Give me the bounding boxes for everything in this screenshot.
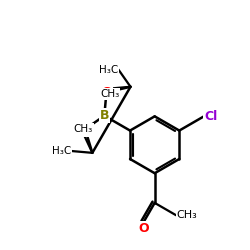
Text: O: O bbox=[138, 222, 149, 235]
Text: B: B bbox=[100, 109, 109, 122]
Text: CH₃: CH₃ bbox=[176, 210, 197, 220]
Text: H₃C: H₃C bbox=[52, 146, 72, 156]
Text: CH₃: CH₃ bbox=[100, 88, 119, 99]
Text: O: O bbox=[101, 86, 112, 99]
Text: H₃C: H₃C bbox=[99, 64, 118, 74]
Text: O: O bbox=[80, 123, 90, 136]
Text: Cl: Cl bbox=[204, 110, 217, 123]
Text: CH₃: CH₃ bbox=[74, 124, 93, 134]
